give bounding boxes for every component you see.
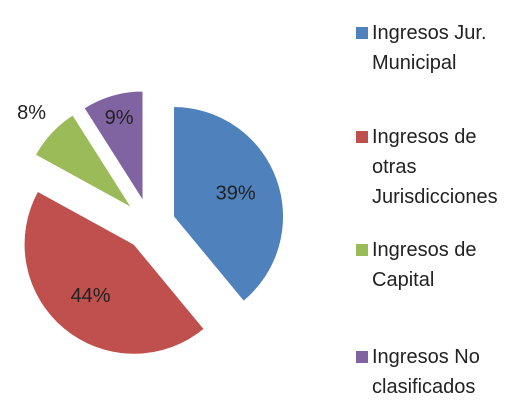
legend-item: Ingresos No clasificados [356, 342, 524, 402]
data-label: 8% [17, 102, 46, 124]
legend-label: Ingresos de Capital [372, 239, 477, 291]
legend-swatch [356, 131, 368, 143]
data-label: 9% [105, 107, 134, 129]
pie-slice [34, 114, 133, 209]
pie-slice [173, 106, 285, 302]
legend-swatch [356, 244, 368, 256]
legend-label: Ingresos Jur. Municipal [372, 22, 487, 74]
legend-item: Ingresos de otras Jurisdicciones [356, 122, 524, 212]
pie-area: 39% 44% 8% 9% [17, 90, 285, 355]
data-label: 39% [216, 182, 256, 204]
pie-slice [23, 190, 205, 355]
legend-swatch [356, 351, 368, 363]
legend-swatch [356, 27, 368, 39]
legend-item: Ingresos de Capital [356, 235, 524, 295]
legend-label: Ingresos No clasificados [372, 346, 480, 398]
data-label: 44% [71, 285, 111, 307]
legend-label: Ingresos de otras Jurisdicciones [372, 126, 498, 208]
pie-slice [83, 90, 144, 203]
legend-item: Ingresos Jur. Municipal [356, 18, 524, 78]
